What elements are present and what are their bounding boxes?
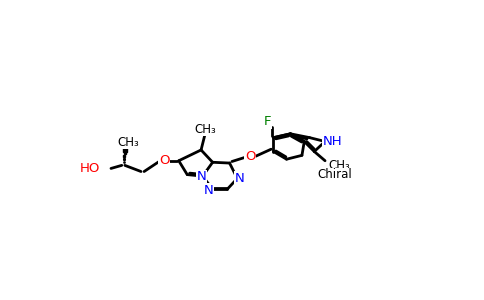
Text: HO: HO (80, 162, 100, 175)
Text: CH₃: CH₃ (195, 123, 216, 136)
Text: O: O (245, 150, 256, 164)
Text: CH₃: CH₃ (118, 136, 139, 149)
Text: O: O (159, 154, 169, 167)
Text: N: N (197, 170, 207, 183)
Text: F: F (264, 115, 271, 128)
Text: N: N (204, 184, 213, 196)
Text: Chiral: Chiral (318, 168, 352, 181)
Text: NH: NH (323, 135, 343, 148)
Text: N: N (235, 172, 244, 185)
Text: CH₃: CH₃ (328, 159, 350, 172)
